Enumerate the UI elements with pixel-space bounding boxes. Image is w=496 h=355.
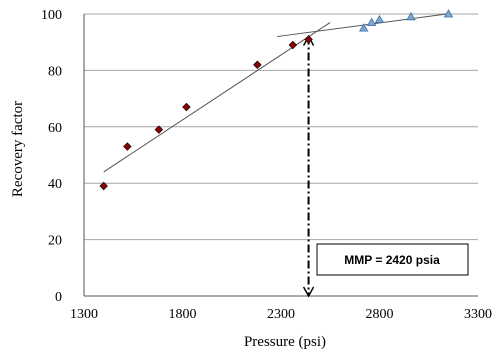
diamond-point [154, 125, 164, 134]
mmp-marker [302, 35, 315, 298]
diamond-point [288, 40, 298, 50]
triangle-point [359, 23, 369, 32]
triangle-point [366, 17, 377, 26]
x-tick-label: 3300 [464, 307, 492, 322]
mmp-annotation: MMP = 2420 psia [344, 253, 440, 267]
gridlines [84, 13, 478, 241]
y-tick-label: 100 [41, 8, 62, 23]
diamond-point [253, 60, 262, 69]
y-tick-label: 60 [48, 121, 62, 136]
diamond-point [123, 142, 132, 151]
data-points [99, 9, 454, 191]
y-tick-label: 40 [48, 177, 62, 192]
mmp-annotation-box: MMP = 2420 psia [316, 243, 469, 276]
x-tick-label: 1800 [169, 307, 197, 322]
tick-labels: 0 20 40 60 80 100 1300 1800 2300 2800 3300 [41, 8, 492, 322]
y-tick-label: 80 [48, 64, 62, 79]
mmp-arrowhead [302, 286, 315, 298]
diamond-point [182, 102, 191, 112]
triangle-point [374, 14, 385, 24]
triangle-point [443, 9, 454, 18]
trend-lines [103, 13, 447, 173]
diamond-point [99, 181, 108, 191]
x-axis-label: Pressure (psi) [244, 334, 326, 350]
x-tick-label: 2300 [267, 307, 295, 322]
x-tick-label: 1300 [70, 307, 98, 322]
triangle-point [406, 12, 416, 21]
y-tick-label: 20 [48, 234, 62, 249]
y-tick-label: 0 [55, 290, 62, 305]
diamond-point [304, 35, 313, 44]
y-axis-label: Recovery factor [10, 101, 26, 197]
x-tick-label: 2800 [366, 307, 394, 322]
trend-line [276, 13, 447, 38]
